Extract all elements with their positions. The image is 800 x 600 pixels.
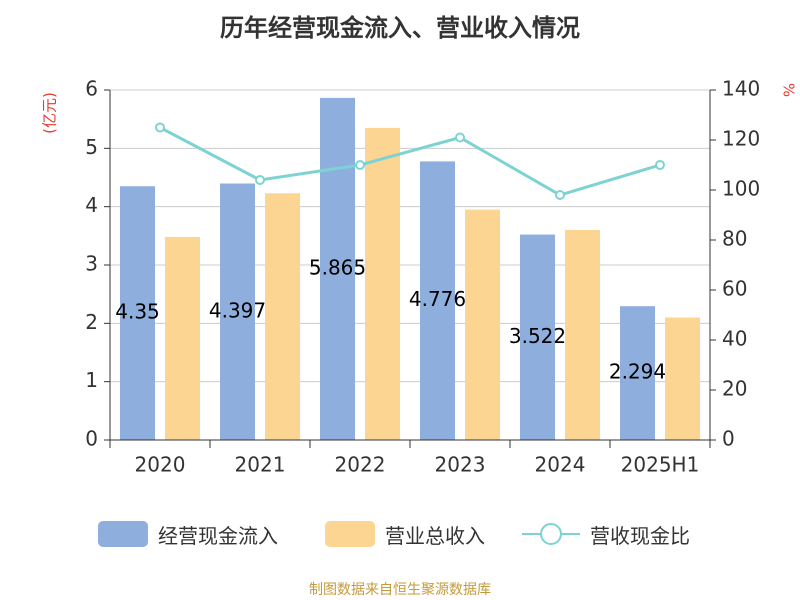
- y-left-tick-label: 2: [85, 310, 98, 334]
- line-point: [655, 160, 665, 170]
- y-right-axis-label: %: [780, 83, 798, 97]
- bar-operating-cash-inflow: [520, 234, 555, 440]
- line-series: [155, 122, 665, 200]
- line-cash-revenue-ratio: [159, 126, 661, 197]
- legend-swatch-bar-1: [98, 521, 148, 547]
- bar-operating-cash-inflow: [420, 161, 455, 440]
- legend-swatch-bar-2: [325, 521, 375, 547]
- data-label: 4.397: [209, 298, 266, 322]
- bar-total-revenue: [465, 209, 500, 440]
- legend-item-line[interactable]: 营收现金比: [522, 518, 690, 550]
- bar-operating-cash-inflow: [320, 97, 355, 440]
- data-label: 5.865: [309, 255, 366, 279]
- x-tick-label: 2021: [235, 453, 286, 477]
- y-left-tick-label: 3: [85, 252, 98, 276]
- y-right-tick-label: 80: [722, 227, 747, 251]
- legend-item-bar-2[interactable]: 营业总收入: [325, 518, 485, 550]
- bars: [120, 97, 700, 441]
- line-point: [455, 132, 465, 143]
- y-right-tick-label: 20: [722, 377, 747, 401]
- legend-label: 营收现金比: [590, 523, 690, 548]
- data-labels: 4.35 4.397 5.865 4.776 3.522 2.294: [115, 255, 666, 383]
- x-tick-label: 2023: [435, 453, 486, 477]
- bar-operating-cash-inflow: [620, 306, 655, 440]
- y-left-tick-label: 5: [85, 135, 98, 159]
- x-tick-label: 2025H1: [621, 453, 700, 477]
- y-left-tick-label: 1: [85, 368, 98, 392]
- y-left-tick-label: 6: [85, 77, 98, 101]
- x-tick-label: 2022: [335, 453, 386, 477]
- bar-operating-cash-inflow: [120, 186, 155, 440]
- legend-label: 经营现金流入: [158, 523, 278, 548]
- line-point: [255, 175, 265, 185]
- gridlines: [110, 89, 710, 383]
- legend-label: 营业总收入: [385, 523, 485, 548]
- y-right-tick-label: 140: [722, 77, 760, 101]
- y-right-tick-label: 0: [722, 427, 735, 451]
- data-label: 4.776: [409, 287, 466, 311]
- bar-total-revenue: [365, 127, 400, 441]
- legend-item-bar-1[interactable]: 经营现金流入: [98, 518, 278, 550]
- y-left-tick-label: 4: [85, 193, 98, 217]
- line-point: [355, 160, 365, 170]
- data-label: 4.35: [115, 300, 160, 324]
- y-left-axis-label: (亿元): [41, 92, 59, 134]
- y-right-tick-label: 40: [722, 327, 747, 351]
- y-right-tick-label: 120: [722, 127, 760, 151]
- legend-swatch-line: [522, 523, 580, 545]
- bar-total-revenue: [265, 193, 300, 440]
- bar-total-revenue: [565, 230, 600, 440]
- data-label: 3.522: [509, 324, 566, 348]
- y-right-tick-label: 60: [722, 277, 747, 301]
- chart-title: 历年经营现金流入、营业收入情况: [220, 14, 580, 42]
- bar-total-revenue: [165, 237, 200, 440]
- source-note: 制图数据来自恒生聚源数据库: [309, 582, 491, 598]
- bar-operating-cash-inflow: [220, 183, 255, 440]
- bar-total-revenue: [665, 317, 700, 440]
- line-point: [155, 122, 165, 133]
- x-tick-label: 2020: [135, 453, 186, 477]
- y-right-tick-label: 100: [722, 177, 760, 201]
- data-label: 2.294: [609, 360, 666, 384]
- y-left-tick-label: 0: [85, 427, 98, 451]
- x-tick-label: 2024: [535, 453, 586, 477]
- line-point: [555, 190, 565, 200]
